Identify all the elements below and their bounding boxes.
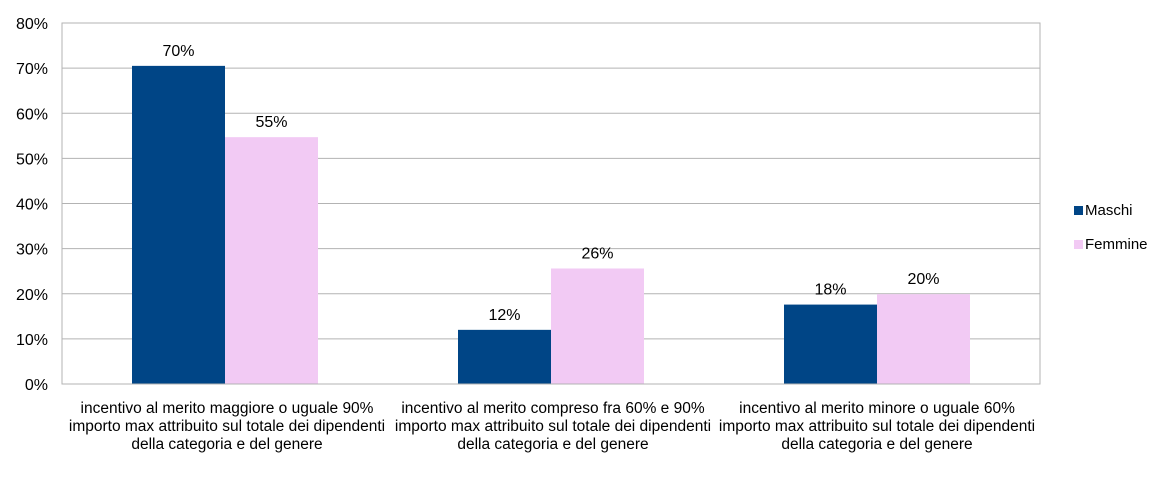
axes: 0% 10% 20% 30% 40% 50% 60% 70% 80% [16, 16, 1041, 394]
category-label-2: incentivo al merito compreso fra 60% e 9… [394, 400, 712, 453]
data-label-femmine-2: 26% [581, 245, 613, 262]
bar-maschi-3 [784, 304, 877, 384]
bars [132, 65, 970, 385]
y-tick-label-5: 50% [16, 151, 48, 168]
legend-item-femmine: Femmine [1074, 234, 1148, 254]
y-tick-label-8: 80% [16, 16, 48, 33]
legend: Maschi Femmine [1074, 200, 1148, 268]
category-label-3: incentivo al merito minore o uguale 60% … [718, 400, 1036, 453]
y-tick-label-2: 20% [16, 287, 48, 304]
legend-swatch-femmine [1074, 239, 1083, 249]
bar-maschi-2 [458, 329, 551, 384]
y-tick-label-6: 60% [16, 106, 48, 123]
y-tick-label-3: 30% [16, 242, 48, 259]
bar-femmine-2 [551, 268, 644, 384]
y-tick-label-1: 10% [16, 332, 48, 349]
bar-femmine-3 [877, 294, 970, 384]
legend-swatch-maschi [1074, 205, 1083, 215]
data-label-maschi-2: 12% [488, 307, 520, 324]
category-label-1: incentivo al merito maggiore o uguale 90… [68, 400, 386, 453]
data-label-femmine-3: 20% [907, 271, 939, 288]
legend-item-maschi: Maschi [1074, 200, 1148, 220]
bar-femmine-1 [225, 137, 318, 384]
data-labels: 70% 12% 18% 55% 26% 20% [162, 43, 939, 324]
y-tick-label-4: 40% [16, 197, 48, 214]
legend-label-femmine: Femmine [1085, 235, 1148, 253]
data-label-femmine-1: 55% [255, 114, 287, 131]
data-label-maschi-3: 18% [814, 282, 846, 299]
y-tick-label-0: 0% [25, 377, 48, 394]
legend-label-maschi: Maschi [1085, 201, 1133, 219]
bar-maschi-1 [132, 65, 225, 385]
data-label-maschi-1: 70% [162, 43, 194, 60]
y-tick-label-7: 70% [16, 61, 48, 78]
plot-frame [61, 22, 1041, 385]
